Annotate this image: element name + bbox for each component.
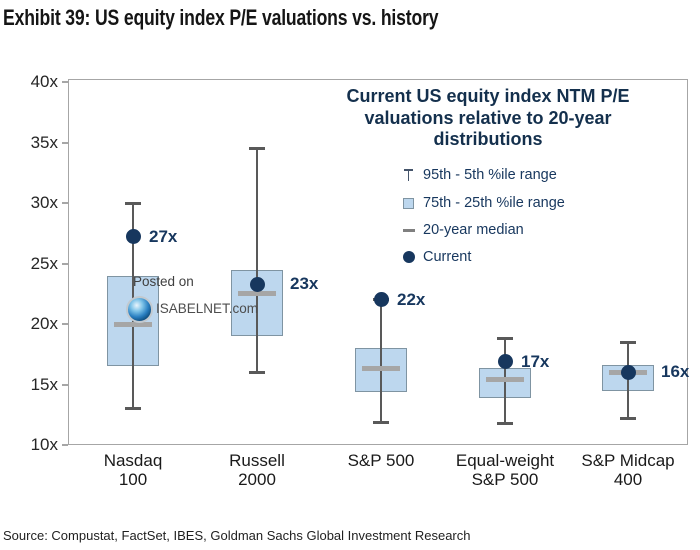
- current-dot: [620, 364, 636, 380]
- whisker-line: [627, 342, 629, 419]
- isabelnet-swirl-logo: [126, 296, 153, 323]
- x-axis-label: S&P 500: [347, 451, 415, 470]
- median-dash-icon: [400, 228, 417, 232]
- current-dot: [249, 276, 265, 292]
- median-dash: [362, 366, 400, 372]
- whisker-cap-bottom: [249, 370, 265, 374]
- legend-title-line: valuations relative to 20-year: [364, 107, 612, 128]
- current-dot: [497, 354, 513, 369]
- median-dash: [486, 377, 524, 383]
- current-value-label: 17x: [521, 351, 550, 371]
- median-dash: [238, 291, 276, 297]
- x-axis-label: Russell 2000: [229, 451, 285, 489]
- x-axis-label: Equal-weight S&P 500: [455, 451, 555, 489]
- y-tick-mark: [62, 202, 68, 204]
- whisker-cap-top: [249, 147, 265, 151]
- y-tick-label: 15x: [30, 374, 58, 394]
- whisker-cap-top: [620, 340, 636, 344]
- iqr-box-icon: [400, 197, 417, 209]
- legend-item-iqr-range: 75th - 25th %ile range: [400, 193, 565, 213]
- legend-title: Current US equity index NTM P/E valuatio…: [320, 86, 656, 151]
- x-axis-label: Nasdaq 100: [103, 451, 163, 489]
- median-dash: [114, 321, 152, 327]
- y-tick-mark: [62, 444, 68, 446]
- y-tick-label: 10x: [30, 435, 58, 454]
- current-dot: [373, 292, 389, 308]
- y-tick-label: 35x: [30, 132, 58, 152]
- y-tick-mark: [62, 323, 68, 325]
- legend-item-current: Current: [400, 247, 471, 267]
- whisker-cap-top: [125, 201, 141, 205]
- y-tick-label: 30x: [30, 193, 58, 212]
- y-tick-label: 20x: [30, 314, 58, 333]
- current-dot: [125, 229, 141, 245]
- x-axis-label: S&P Midcap 400: [581, 451, 675, 489]
- y-tick-mark: [62, 262, 68, 265]
- y-tick-label: 25x: [30, 253, 58, 273]
- whisker-cap-bottom: [373, 420, 389, 424]
- watermark-site-name: ISABELNET.com: [156, 301, 259, 316]
- source-text: Source: Compustat, FactSet, IBES, Goldma…: [3, 528, 471, 543]
- y-tick-mark: [62, 383, 68, 386]
- y-tick-mark: [62, 141, 68, 144]
- legend-item-label: 95th - 5th %ile range: [423, 167, 557, 183]
- current-dot-icon: [400, 251, 417, 263]
- legend-item-label: 75th - 25th %ile range: [423, 195, 565, 211]
- whisker-line: [380, 299, 382, 422]
- y-tick-label: 40x: [30, 72, 58, 91]
- whisker-cap-bottom: [620, 416, 636, 420]
- legend-item-median: 20-year median: [400, 220, 524, 240]
- exhibit-title: Exhibit 39: US equity index P/E valuatio…: [3, 5, 439, 30]
- current-value-label: 27x: [149, 226, 178, 246]
- current-value-label: 22x: [397, 289, 426, 309]
- whisker-cap-bottom: [125, 407, 141, 411]
- whisker-line: [256, 148, 258, 373]
- current-value-label: 23x: [290, 274, 319, 294]
- y-tick-mark: [62, 81, 68, 83]
- current-value-label: 16x: [661, 362, 690, 382]
- watermark-posted-on: Posted on: [133, 274, 194, 289]
- whisker-cap-bottom: [497, 421, 513, 425]
- legend-title-line: distributions: [433, 129, 543, 149]
- legend-item-whisker-range: 95th - 5th %ile range: [400, 165, 557, 185]
- legend-item-label: Current: [423, 249, 472, 265]
- whisker-cap-top: [497, 337, 513, 341]
- whisker-range-icon: [400, 168, 417, 182]
- legend-item-label: 20-year median: [423, 222, 524, 238]
- legend-title-line: Current US equity index NTM P/E: [346, 86, 630, 106]
